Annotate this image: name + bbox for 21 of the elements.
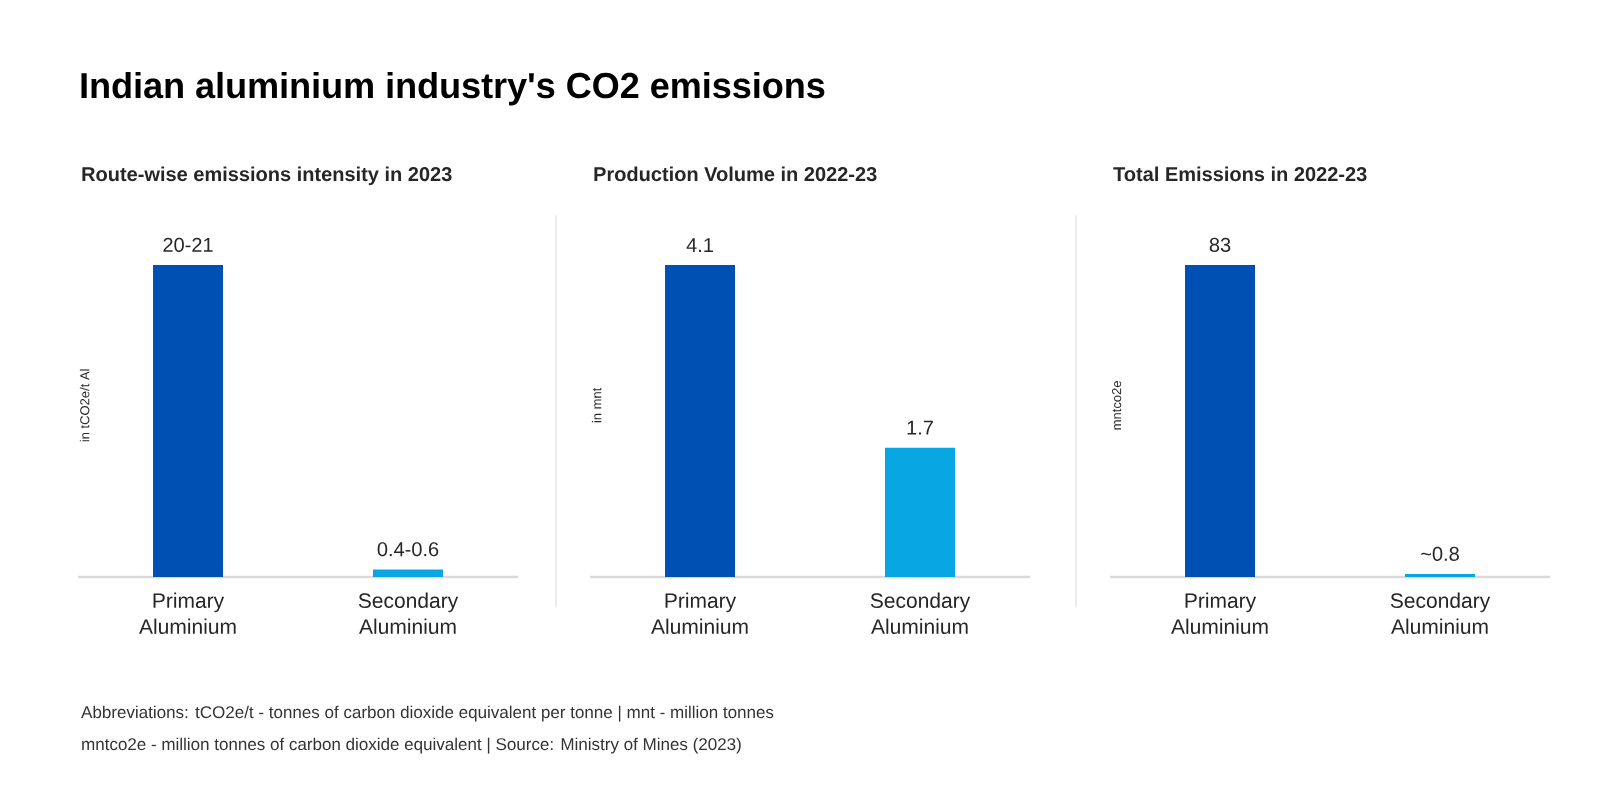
x-tick-label: Secondary Aluminium (358, 592, 459, 635)
x-tick-label: Secondary Aluminium (870, 592, 971, 635)
chart-title: Route-wise emissions intensity in 2023 (82, 166, 452, 186)
x-tick-label: Primary Aluminium (139, 592, 236, 635)
x-tick-label: Primary Aluminium (1171, 592, 1268, 635)
chart-title: Total Emissions in 2022-23 (1113, 166, 1367, 182)
data-label: ~0.8 (1421, 546, 1459, 561)
text: Indian aluminium industry's CO2 emissions (81, 71, 825, 106)
x-tick-label: Secondary Aluminium (1390, 592, 1491, 635)
data-label: 1.7 (907, 420, 933, 435)
data-label: 0.4-0.6 (377, 542, 439, 557)
x-tick-label: Primary Aluminium (651, 592, 748, 635)
text: mntco2e - million tonnes of carbon dioxide equivalent | Source: Ministry of Mines (2023) (82, 737, 741, 754)
y-axis-title: in mnt (591, 387, 602, 423)
chart-title: Production Volume in 2022-23 (594, 166, 877, 182)
data-label: 20-21 (163, 237, 213, 252)
data-label: 4.1 (686, 238, 713, 252)
text: Abbreviations: tCO2e/t - tonnes of carbon dioxide equivalent per tonne | mnt - million tonnes (81, 705, 774, 722)
y-axis-title: in tCO2e/t Al (79, 369, 90, 442)
data-label: 83 (1209, 237, 1231, 252)
y-axis-title: mntco2e (1112, 381, 1122, 430)
